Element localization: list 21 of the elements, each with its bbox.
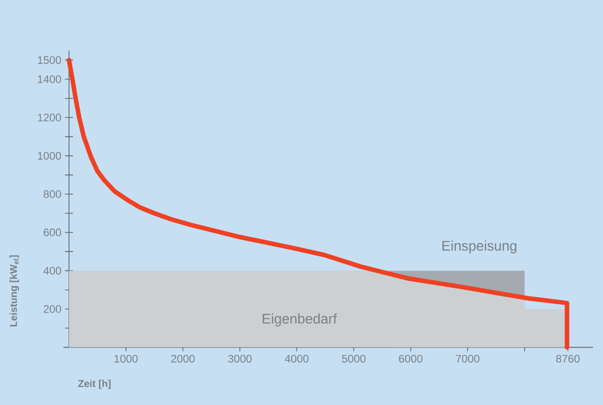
x-tick-label: 8760 — [556, 354, 580, 363]
y-tick-label: 1200 — [38, 114, 62, 122]
x-tick-label: 2000 — [171, 354, 195, 363]
x-tick-label: 7000 — [456, 354, 480, 363]
y-tick-label: 600 — [44, 228, 62, 236]
series-label: Einspeisung — [442, 240, 516, 254]
x-tick-label: 5000 — [342, 354, 366, 363]
y-tick-label: 200 — [44, 305, 62, 313]
line-series — [66, 58, 570, 350]
x-tick-label: 3000 — [228, 354, 252, 363]
y-axis-title: Leistung [kW$_{el}$] — [10, 255, 19, 326]
x-axis-title: Zeit [h] — [78, 380, 111, 390]
y-tick-label: 1500 — [38, 56, 62, 64]
y-tick-label: 1400 — [38, 75, 62, 84]
x-tick-label: 4000 — [284, 354, 309, 363]
x-tick-label: 1000 — [114, 354, 138, 363]
y-tick-label: 800 — [44, 190, 62, 198]
y-tick-label: 400 — [43, 266, 62, 275]
x-tick-label: 6000 — [399, 354, 422, 363]
series-label: Eigenbedarf — [262, 313, 337, 326]
y-tick-label: 1000 — [38, 152, 62, 160]
